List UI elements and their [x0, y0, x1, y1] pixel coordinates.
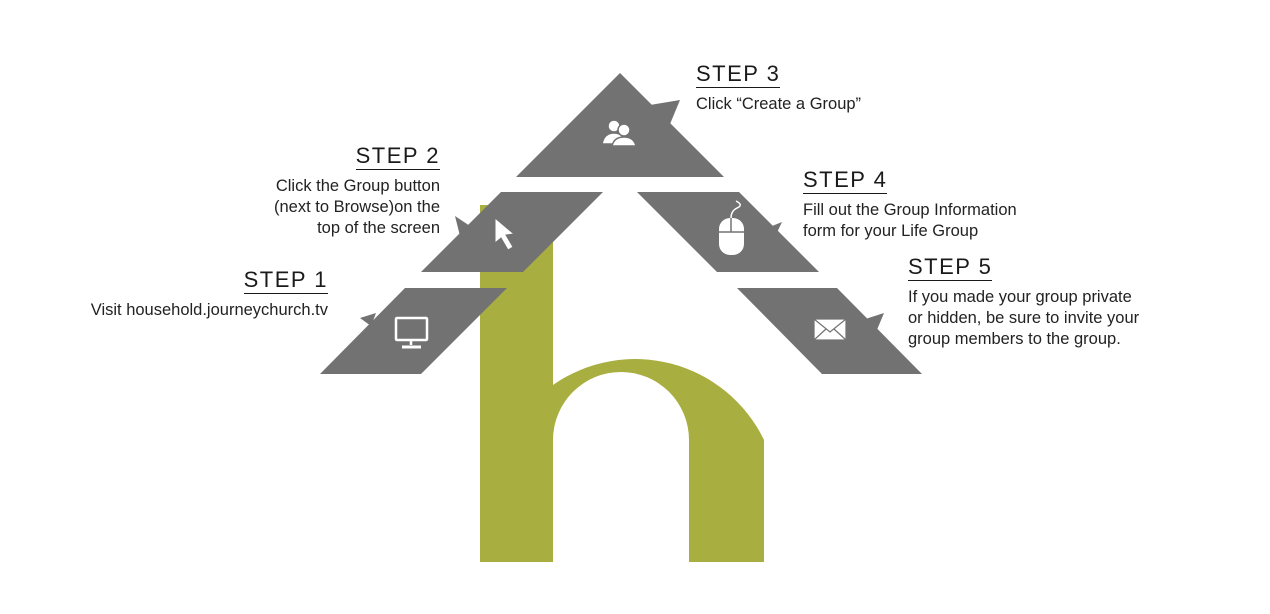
envelope-icon: [813, 318, 847, 341]
step-3-description: Click “Create a Group”: [696, 94, 996, 115]
monitor-icon: [394, 316, 429, 349]
step-2: STEP 2 Click the Group button (next to B…: [200, 144, 440, 239]
mouse-icon: [719, 200, 744, 255]
step-2-description: Click the Group button (next to Browse)o…: [200, 176, 440, 239]
step-5-description-line: If you made your group private: [908, 288, 1132, 306]
step-2-title: STEP 2: [355, 143, 440, 170]
step-4-description-line: form for your Life Group: [803, 222, 979, 240]
pointer-step2: [455, 216, 476, 236]
step-1: STEP 1 Visit household.journeychurch.tv: [30, 268, 328, 321]
step-1-description-line: Visit household.journeychurch.tv: [90, 301, 328, 319]
roof-band-left-bottom: [320, 288, 507, 374]
step-1-description: Visit household.journeychurch.tv: [30, 300, 328, 321]
step-4-description-line: Fill out the Group Information: [803, 201, 1017, 219]
step-3: STEP 3 Click “Create a Group”: [696, 62, 996, 115]
group-icon: [601, 119, 637, 147]
step-3-description-line: Click “Create a Group”: [696, 95, 862, 113]
step-4-description: Fill out the Group Information form for …: [803, 200, 1103, 242]
step-2-description-line: Click the Group button: [275, 177, 440, 195]
step-4: STEP 4 Fill out the Group Information fo…: [803, 168, 1103, 242]
h-arch: [553, 359, 764, 562]
step-5-description-line: or hidden, be sure to invite your: [908, 309, 1140, 327]
pointer-step4: [760, 222, 782, 243]
pointer-step5: [856, 313, 884, 337]
step-1-title: STEP 1: [243, 267, 328, 294]
step-5-title: STEP 5: [908, 254, 993, 281]
step-5-description-line: group members to the group.: [908, 330, 1121, 348]
step-2-description-line: top of the screen: [317, 219, 440, 237]
step-5-description: If you made your group private or hidden…: [908, 287, 1228, 350]
step-4-title: STEP 4: [803, 167, 888, 194]
step-5: STEP 5 If you made your group private or…: [908, 255, 1228, 350]
step-2-description-line: (next to Browse)on the: [274, 198, 440, 216]
pointer-step1: [360, 313, 376, 326]
step-3-title: STEP 3: [696, 61, 781, 88]
cursor-icon: [494, 216, 516, 251]
pointer-step3: [650, 100, 680, 124]
